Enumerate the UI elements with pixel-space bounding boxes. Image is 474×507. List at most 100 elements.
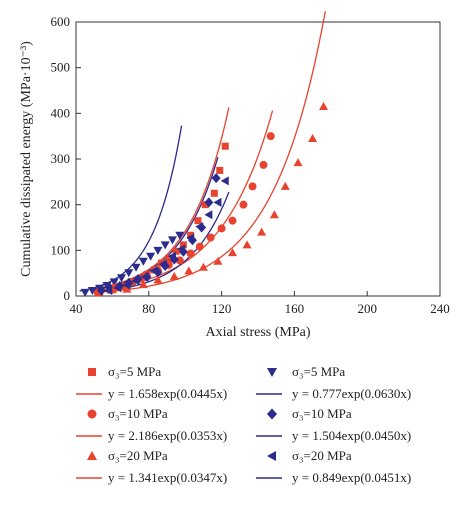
data-point-triangle-down [124,269,134,278]
legend-marker-square [88,368,96,376]
data-point-square [187,231,195,239]
data-point-triangle-down [146,252,156,261]
data-point-triangle-up [319,101,329,110]
x-tick-label: 160 [285,301,305,316]
legend-series-label: σ₃=5 MPa [108,364,161,379]
y-tick-label: 600 [51,14,71,29]
data-point-triangle-down [102,281,112,290]
data-point-diamond [96,285,106,296]
data-point-triangle-left [131,276,140,286]
data-point-triangle-left [149,266,158,276]
data-point-triangle-left [195,222,204,232]
data-point-triangle-down [131,263,141,272]
axes: 40 80 120 160 200 240 0 100 200 300 400 500 600 [51,14,450,316]
data-point-triangle-left [213,197,222,207]
data-point-triangle-left [186,233,195,243]
data-point-triangle-down [80,288,90,297]
data-point-triangle-down [167,236,177,245]
data-point-square [194,217,202,225]
legend-series-label: σ₃=20 MPa [108,448,168,463]
data-point-triangle-up [184,266,194,275]
data-point-square [201,201,209,209]
y-tick-label: 400 [51,105,71,120]
y-tick-label: 500 [51,60,71,75]
data-point-triangle-up [269,210,279,219]
data-point-triangle-down [138,257,148,266]
legend-fit-label: y = 1.504exp(0.0450x) [292,428,411,443]
data-point-triangle-down [160,241,170,250]
data-point-triangle-down [153,246,163,255]
data-point-triangle-left [113,283,122,293]
data-point-triangle-up [213,256,223,265]
data-point-triangle-left [122,280,131,290]
data-point-triangle-up [257,227,267,236]
data-point-circle [228,216,237,225]
data-point-circle [186,249,195,258]
x-tick-label: 240 [430,301,450,316]
data-point-triangle-up [198,262,208,271]
data-point-square [179,241,187,249]
data-point-triangle-left [158,259,167,269]
legend-series-label: σ₃=10 MPa [108,406,168,421]
data-point-triangle-left [140,272,149,282]
data-point-square [165,255,173,263]
data-point-circle [248,182,257,191]
legend-fit-label: y = 0.849exp(0.0451x) [292,470,411,485]
x-tick-label: 40 [70,301,83,316]
fit-curves [79,11,326,293]
x-tick-label: 200 [357,301,377,316]
data-point-triangle-down [87,287,97,296]
data-point-triangle-left [220,176,229,186]
legend-fit-label: y = 0.777exp(0.0630x) [292,386,411,401]
legend-marker-circle [87,409,97,419]
data-point-circle [217,224,226,233]
data-point-diamond [204,197,214,208]
legend-fit-label: y = 1.341exp(0.0347x) [108,470,227,485]
data-point-square [172,247,180,255]
fit-curve [103,11,326,293]
data-point-circle [259,160,268,169]
y-tick-label: 200 [51,197,71,212]
data-point-triangle-up [153,275,163,284]
data-point-triangle-up [138,280,148,289]
legend-series-label: σ₃=20 MPa [292,448,352,463]
legend: σ₃=5 MPa y = 1.658exp(0.0445x) σ₃=10 MPa y … [76,364,411,485]
data-point-triangle-up [169,271,179,280]
data-point-square [216,166,224,174]
data-point-circle [266,132,275,141]
data-point-triangle-up [122,284,132,293]
data-point-triangle-left [167,251,176,261]
x-axis-title: Axial stress (MPa) [206,325,311,340]
legend-marker-triangle-up [87,451,97,460]
x-tick-label: 80 [142,301,155,316]
legend-marker-diamond [267,408,277,420]
y-tick-label: 300 [51,151,71,166]
data-point-square [221,142,229,150]
data-point-square [210,189,218,197]
data-point-circle [239,200,248,209]
data-point-circle [206,233,215,242]
data-point-triangle-left [204,210,213,220]
data-point-diamond [211,173,221,184]
legend-marker-triangle-left [267,451,276,461]
data-point-triangle-down [117,274,126,283]
data-point-triangle-up [308,133,318,142]
data-point-triangle-up [280,181,290,190]
data-point-triangle-down [109,278,119,287]
legend-fit-label: y = 2.186exp(0.0353x) [108,428,227,443]
x-tick-label: 120 [212,301,232,316]
data-points [80,101,329,297]
data-point-triangle-up [242,240,252,249]
plot-frame [75,21,441,297]
data-point-circle [195,242,204,251]
legend-fit-label: y = 1.658exp(0.0445x) [108,386,227,401]
data-point-triangle-left [104,286,113,296]
legend-series-label: σ₃=5 MPa [292,364,345,379]
legend-marker-triangle-down [267,368,277,377]
y-tick-label: 0 [64,288,71,303]
legend-series-label: σ₃=10 MPa [292,406,352,421]
data-point-triangle-up [228,248,238,257]
y-axis-title: Cumulative dissipated energy (MPa·10⁻³) [19,41,34,277]
data-point-triangle-up [293,158,303,167]
